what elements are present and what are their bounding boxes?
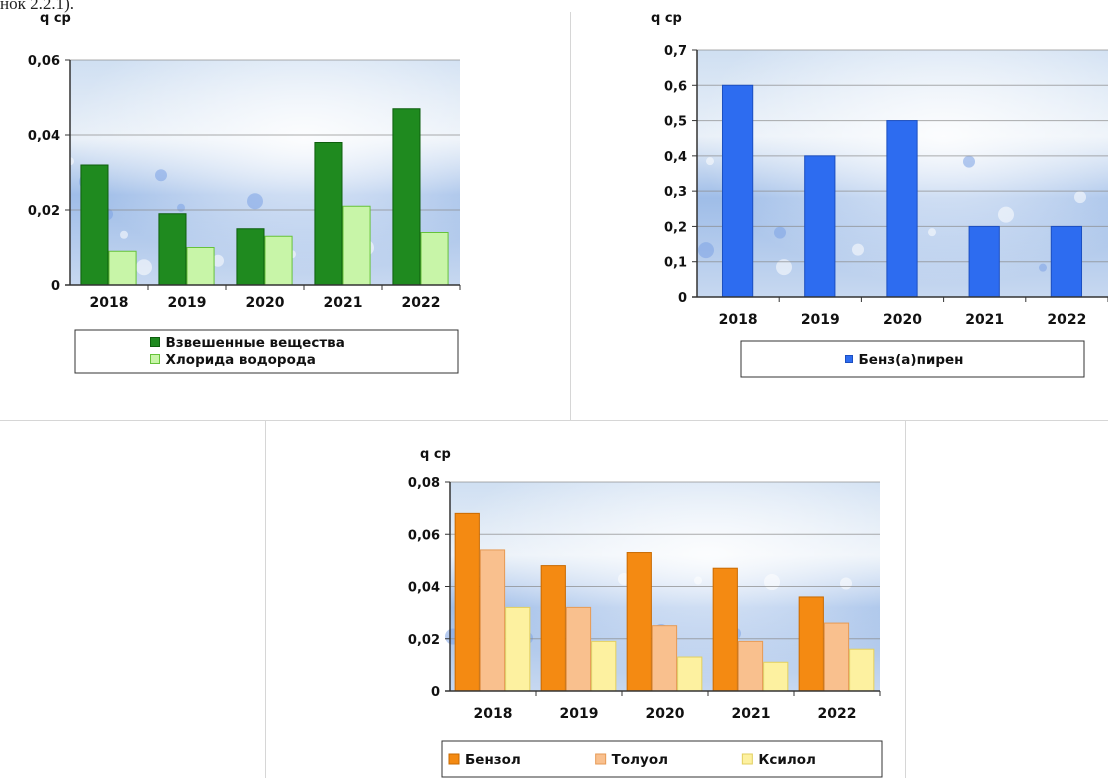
bar: [540, 565, 566, 692]
legend-swatch: [845, 355, 853, 363]
y-tick-label: 0: [51, 279, 60, 294]
y-tick-label: 0,04: [408, 581, 440, 596]
bar: [823, 622, 850, 692]
y-tick-label: 0,06: [28, 54, 60, 69]
bar: [392, 108, 421, 286]
legend-swatch: [150, 337, 160, 347]
bar: [886, 120, 918, 298]
bar: [264, 235, 293, 286]
bar: [454, 512, 480, 692]
x-tick-label: 2022: [818, 706, 857, 722]
horizontal-divider: [0, 420, 1108, 421]
x-tick-label: 2022: [402, 295, 441, 311]
vertical-divider-bottom-right: [905, 420, 906, 778]
y-tick-label: 0,3: [664, 185, 687, 200]
bar: [505, 606, 531, 692]
bar: [479, 549, 506, 692]
vertical-divider-bottom-left: [265, 420, 266, 778]
legend-label: Бензол: [465, 752, 521, 768]
x-tick-label: 2019: [168, 295, 207, 311]
bar: [712, 567, 738, 692]
legend-box: [74, 329, 459, 374]
legend-label: Хлорида водорода: [166, 352, 316, 368]
x-tick-label: 2019: [801, 312, 840, 328]
bar: [236, 228, 265, 286]
y-tick-label: 0: [431, 685, 440, 700]
bar: [80, 164, 109, 286]
y-tick-label: 0,7: [664, 44, 687, 59]
bar: [314, 142, 343, 286]
x-tick-label: 2019: [560, 706, 599, 722]
header-fragment: нок 2.2.1).: [0, 0, 75, 13]
bar: [565, 606, 592, 692]
x-tick-label: 2020: [883, 312, 922, 328]
bar: [721, 84, 754, 298]
bar: [420, 232, 449, 286]
legend-label: Толуол: [612, 752, 668, 768]
y-tick-label: 0,06: [408, 528, 440, 543]
legend-label: Взвешенные вещества: [166, 335, 345, 351]
x-tick-label: 2021: [732, 706, 771, 722]
chart-benzapyrene: 0 0,1 0,2 0,3 0,4 0,5 0,6 0,7 q ср 2018 2019 2020 20…: [651, 11, 1108, 378]
bar: [804, 155, 836, 298]
bar: [186, 247, 215, 286]
bar: [737, 640, 764, 692]
bar: [1050, 225, 1083, 298]
bar: [591, 640, 617, 692]
bar: [158, 213, 187, 286]
bar: [798, 596, 824, 692]
legend-swatch: [741, 753, 753, 765]
x-tick-label: 2018: [90, 295, 129, 311]
chart-benzene-toluene-xylene: 0 0,02 0,04 0,06 0,08 q ср 2018 2019 2020 2021 202…: [408, 447, 883, 778]
chart-suspended-substances: 0 0,02 0,04 0,06 q ср 2018 2019 2020 2021 2022 Взв…: [28, 11, 461, 374]
bar: [108, 250, 137, 286]
y-tick-label: 0,04: [28, 129, 60, 144]
y-tick-label: 0,5: [664, 115, 687, 130]
legend-swatch: [150, 354, 160, 364]
y-tick-label: 0,02: [28, 204, 60, 219]
legend-label: Бенз(а)пирен: [859, 352, 964, 368]
x-tick-label: 2018: [719, 312, 758, 328]
y-tick-label: 0,6: [664, 79, 687, 94]
vertical-divider-top: [570, 12, 571, 420]
legend-label: Ксилол: [758, 752, 816, 768]
x-tick-label: 2020: [646, 706, 685, 722]
y-tick-label: 0,1: [664, 256, 687, 271]
x-tick-label: 2020: [246, 295, 285, 311]
legend-box: [740, 340, 1085, 378]
x-tick-label: 2018: [474, 706, 513, 722]
bar: [763, 661, 789, 692]
y-axis-label: q ср: [651, 11, 682, 26]
y-tick-label: 0,4: [664, 150, 687, 165]
bar: [849, 648, 875, 692]
bar: [968, 225, 1000, 298]
x-tick-label: 2022: [1047, 312, 1086, 328]
y-tick-label: 0,02: [408, 633, 440, 648]
bar: [651, 625, 678, 692]
legend-swatch: [595, 753, 607, 765]
y-tick-label: 0,2: [664, 220, 687, 235]
legend-swatch: [448, 753, 460, 765]
bar: [626, 552, 652, 692]
y-axis-label: q ср: [40, 11, 71, 26]
y-tick-label: 0,08: [408, 476, 440, 491]
bar: [342, 205, 371, 286]
x-tick-label: 2021: [324, 295, 363, 311]
x-tick-label: 2021: [965, 312, 1004, 328]
y-tick-label: 0: [678, 291, 687, 306]
legend-box: [441, 740, 883, 778]
y-axis-label: q ср: [420, 447, 451, 462]
bar: [677, 656, 703, 692]
